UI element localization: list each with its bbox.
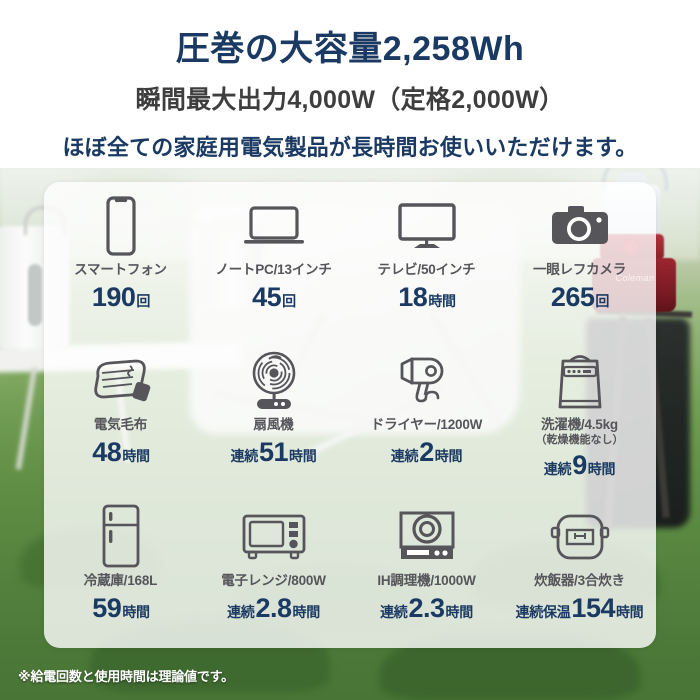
cooler-latch — [28, 264, 42, 326]
appliance-cell-refrigerator: 冷蔵庫/168L 59 時間 — [44, 493, 197, 648]
appliance-value: 連続 51 時間 — [231, 437, 317, 468]
value-unit: 時間 — [289, 448, 317, 465]
value-number: 190 — [91, 281, 136, 312]
appliance-label: 一眼レフカメラ — [532, 262, 627, 277]
appliance-label: 冷蔵庫/168L — [83, 572, 158, 588]
appliance-label: 電気毛布 — [93, 417, 148, 433]
appliance-value: 190 回 — [91, 281, 151, 313]
value-number: 18 — [398, 281, 428, 312]
appliance-label: テレビ/50インチ — [377, 262, 476, 277]
page-title: 圧巻の大容量2,258Wh — [175, 30, 525, 68]
value-prefix: 連続 — [390, 448, 419, 465]
value-prefix: 連続保温 — [515, 603, 571, 620]
value-number: 9 — [572, 450, 587, 481]
appliance-cell-smartphone: スマートフォン 190 回 — [44, 182, 197, 337]
lantern-bail — [602, 168, 668, 191]
appliance-label: 扇風機 — [253, 417, 294, 433]
appliance-label: 電子レンジ/800W — [221, 572, 326, 588]
appliance-value: 連続 2.8 時間 — [227, 593, 320, 624]
electric-fan-icon — [245, 345, 303, 417]
appliance-cell-electric-blanket: 電気毛布 48 時間 — [44, 337, 197, 492]
appliance-cell-microwave: 電子レンジ/800W 連続 2.8 時間 — [197, 493, 350, 648]
appliance-label: 洗濯機/4.5kg — [541, 417, 618, 433]
appliance-cell-camera: 一眼レフカメラ 265 回 — [503, 182, 656, 337]
hair-dryer-icon — [394, 345, 460, 417]
value-number: 2 — [419, 437, 434, 468]
value-number: 2.3 — [408, 592, 445, 623]
footnote-text: ※給電回数と使用時間は理論値です。 — [18, 669, 234, 684]
value-unit: 時間 — [122, 448, 150, 465]
value-prefix: 連続 — [230, 448, 259, 465]
appliance-label: ドライヤー/1200W — [370, 417, 483, 433]
appliance-value: 45 回 — [251, 282, 296, 313]
value-number: 154 — [571, 592, 615, 623]
value-number: 45 — [252, 281, 282, 312]
page-lede: ほぼ全ての家庭用電気製品が長時間お使いいただけます。 — [62, 135, 638, 160]
rice-cooker-icon — [548, 501, 612, 573]
appliance-value: 18 時間 — [397, 281, 456, 313]
appliance-label: 炊飯器/3合炊き — [534, 572, 625, 588]
appliance-sublabel: （乾燥機能なし） — [535, 434, 624, 447]
induction-cooker-icon — [396, 501, 458, 573]
appliance-cell-induction-cooker: IH調理機/1000W 連続 2.3 時間 — [350, 493, 503, 648]
appliance-value: 連続保温 154 時間 — [516, 593, 644, 624]
appliance-value: 連続 9 時間 — [543, 450, 616, 481]
appliance-cell-washing-machine: 洗濯機/4.5kg （乾燥機能なし） 連続 9 時間 — [503, 337, 656, 492]
appliance-label: スマートフォン — [74, 262, 167, 277]
appliance-value: 59 時間 — [91, 592, 150, 624]
appliance-value: 連続 2.3 時間 — [380, 593, 473, 624]
value-unit: 回 — [136, 292, 151, 309]
smartphone-icon — [99, 190, 143, 262]
appliance-grid: スマートフォン 190 回 ノートPC/13インチ 45 回 — [44, 182, 656, 648]
value-prefix: 連続 — [543, 461, 572, 478]
appliance-value: 48 時間 — [91, 437, 150, 468]
microwave-oven-icon — [239, 501, 309, 573]
value-number: 51 — [258, 437, 289, 468]
appliance-label: ノートPC/13インチ — [215, 262, 332, 277]
refrigerator-icon — [98, 501, 144, 573]
appliance-cell-rice-cooker: 炊飯器/3合炊き 連続保温 154 時間 — [503, 493, 656, 648]
value-unit: 時間 — [434, 448, 463, 465]
appliance-cell-television: テレビ/50インチ 18 時間 — [350, 182, 503, 337]
value-number: 265 — [550, 281, 595, 312]
value-unit: 時間 — [445, 603, 474, 620]
value-unit: 時間 — [428, 292, 456, 309]
appliance-label: IH調理機/1000W — [377, 572, 476, 588]
camera-icon — [548, 190, 612, 262]
appliance-cell-laptop: ノートPC/13インチ 45 回 — [197, 182, 350, 337]
value-prefix: 連続 — [227, 603, 255, 620]
value-number: 48 — [92, 437, 122, 468]
value-unit: 時間 — [587, 461, 616, 478]
electric-blanket-icon — [88, 345, 154, 417]
appliance-value: 265 回 — [550, 281, 610, 313]
value-unit: 時間 — [122, 603, 150, 620]
laptop-icon — [242, 190, 306, 262]
washing-machine-icon — [553, 345, 607, 417]
television-icon — [396, 190, 458, 262]
value-prefix: 連続 — [380, 603, 408, 620]
appliance-cell-electric-fan: 扇風機 連続 51 時間 — [197, 337, 350, 492]
value-unit: 回 — [282, 292, 296, 309]
appliance-value: 連続 2 時間 — [390, 437, 463, 468]
page-subtitle: 瞬間最大出力4,000W（定格2,000W） — [135, 86, 565, 114]
appliance-cell-hair-dryer: ドライヤー/1200W 連続 2 時間 — [350, 337, 503, 492]
value-number: 59 — [92, 592, 122, 623]
value-unit: 時間 — [615, 603, 644, 620]
value-unit: 時間 — [292, 603, 321, 620]
table-leg-1 — [15, 366, 38, 470]
value-number: 2.8 — [255, 592, 292, 623]
appliance-panel — [44, 182, 656, 648]
value-unit: 回 — [595, 292, 610, 309]
